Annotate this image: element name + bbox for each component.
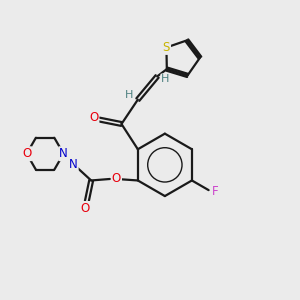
Text: N: N xyxy=(69,158,78,171)
Text: H: H xyxy=(161,74,170,84)
Text: O: O xyxy=(81,202,90,215)
Text: F: F xyxy=(212,185,218,198)
Text: O: O xyxy=(112,172,121,185)
Text: N: N xyxy=(59,147,68,160)
Text: S: S xyxy=(163,41,170,54)
Text: H: H xyxy=(125,90,134,100)
Text: O: O xyxy=(22,147,31,160)
Text: O: O xyxy=(89,111,98,124)
